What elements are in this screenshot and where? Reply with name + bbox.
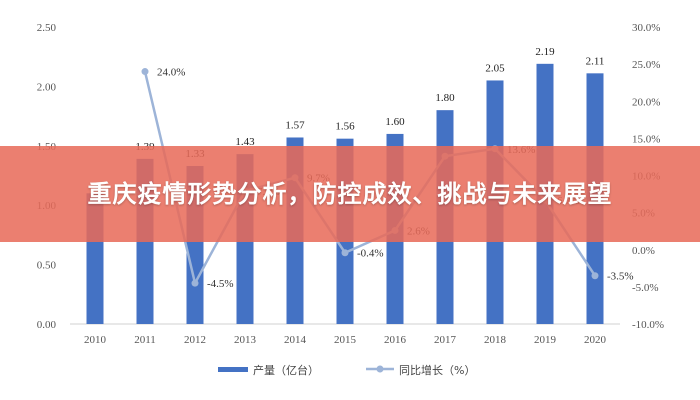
x-tick-label: 2016 (384, 334, 407, 346)
line-value-label: -3.5% (607, 271, 634, 283)
x-tick-label: 2013 (234, 334, 257, 346)
left-tick-label: 0.50 (37, 260, 57, 272)
right-tick-label: 0.0% (632, 245, 655, 257)
line-point (341, 249, 349, 257)
x-tick-label: 2010 (84, 334, 107, 346)
legend-bar-swatch (218, 367, 248, 372)
right-tick-label: 20.0% (632, 96, 660, 108)
legend: 产量（亿台） 同比增长（%） (218, 363, 475, 377)
bar-value-label: 2.19 (535, 46, 555, 58)
bar-value-label: 1.80 (435, 92, 455, 104)
x-tick-label: 2020 (584, 334, 607, 346)
line-value-label: -0.4% (357, 248, 384, 260)
line-point (141, 68, 149, 76)
x-tick-label: 2017 (434, 334, 457, 346)
bar-value-label: 1.43 (235, 136, 255, 148)
right-tick-label: -10.0% (632, 319, 664, 331)
x-axis: 2010 2011 2012 2013 2014 2015 2016 2017 2018 2019… (84, 334, 607, 346)
banner-title: 重庆疫情形势分析，防控成效、挑战与未来展望 (87, 180, 613, 208)
bar-value-label: 1.60 (385, 116, 405, 128)
x-tick-label: 2014 (284, 334, 307, 346)
left-tick-label: 2.00 (37, 81, 57, 93)
left-tick-label: 2.50 (37, 22, 57, 34)
x-tick-label: 2015 (334, 334, 357, 346)
right-tick-label: 30.0% (632, 22, 660, 34)
bar-value-label: 2.05 (485, 62, 505, 74)
x-tick-label: 2019 (534, 334, 557, 346)
title-banner: 重庆疫情形势分析，防控成效、挑战与未来展望 (0, 146, 700, 242)
right-tick-label: 15.0% (632, 133, 660, 145)
right-tick-label: 25.0% (632, 59, 660, 71)
line-value-label: 24.0% (157, 67, 185, 79)
right-tick-label: -5.0% (632, 282, 659, 294)
line-point (591, 272, 599, 280)
line-value-label: -4.5% (207, 278, 234, 290)
bar-value-label: 2.11 (586, 55, 605, 67)
x-tick-label: 2018 (484, 334, 507, 346)
line-point (191, 279, 199, 287)
legend-line-marker (376, 365, 384, 373)
legend-bar-label: 产量（亿台） (253, 363, 319, 377)
bar-value-label: 1.57 (285, 119, 305, 131)
legend-line-label: 同比增长（%） (399, 363, 475, 377)
left-tick-label: 0.00 (37, 319, 57, 331)
bar-value-label: 1.56 (335, 121, 355, 133)
x-tick-label: 2012 (184, 334, 206, 346)
x-tick-label: 2011 (134, 334, 156, 346)
